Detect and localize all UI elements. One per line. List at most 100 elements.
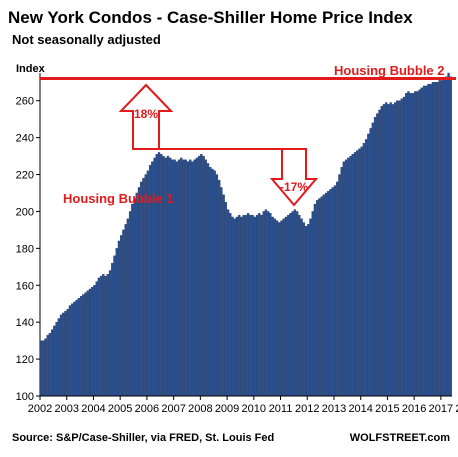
bar (304, 226, 308, 397)
y-tick-label: 160 (16, 280, 34, 292)
bar (364, 139, 368, 397)
bar (333, 185, 337, 397)
y-axis: 100 120 140 160 180 200 220 240 260 (16, 73, 41, 403)
bar (157, 152, 161, 397)
bar (48, 333, 52, 397)
bar (320, 196, 323, 397)
bar (360, 146, 363, 397)
down-arrow (269, 148, 319, 207)
bar (449, 76, 452, 397)
bar (122, 229, 125, 397)
bar (356, 150, 359, 397)
bar (93, 285, 96, 397)
bar (382, 104, 386, 397)
bar (271, 216, 274, 397)
bar (218, 179, 221, 397)
bar (204, 159, 207, 397)
bar (173, 159, 176, 397)
bar (311, 211, 314, 397)
bar (278, 222, 281, 397)
x-tick-label: 2006 (135, 403, 159, 415)
bar (336, 181, 339, 397)
bar-series (39, 72, 452, 397)
bar (287, 214, 290, 397)
bar (440, 80, 444, 397)
bar (131, 203, 134, 397)
bar (82, 294, 85, 397)
bar (362, 142, 366, 397)
bar (224, 202, 227, 397)
bar (244, 214, 248, 397)
bar (64, 310, 67, 397)
bar (62, 312, 65, 397)
bar (249, 214, 252, 397)
bar (59, 314, 63, 397)
bar (50, 329, 54, 397)
bar (251, 214, 254, 397)
bar (344, 159, 348, 397)
bar (331, 187, 334, 397)
bar (220, 187, 223, 397)
bar (226, 209, 230, 397)
bar (434, 82, 437, 397)
y-tick-label: 220 (16, 170, 34, 182)
bar (258, 213, 261, 397)
x-tick-label: 2013 (322, 403, 346, 415)
bar (253, 216, 256, 397)
bar (309, 218, 312, 397)
bar (429, 83, 432, 397)
bar (298, 214, 301, 397)
bar (267, 211, 270, 397)
annotation-housing-bubble-2: Housing Bubble 2 (334, 63, 445, 78)
y-tick-label: 200 (16, 206, 34, 218)
bar (55, 322, 58, 397)
bar (318, 198, 321, 397)
bar (209, 166, 212, 397)
bar (380, 106, 383, 397)
bar (353, 152, 357, 397)
bar (427, 83, 430, 397)
bar (391, 104, 395, 397)
bar (108, 270, 112, 397)
bar (206, 163, 210, 397)
bar (351, 154, 354, 397)
bar (420, 87, 423, 397)
bar (113, 255, 116, 397)
bar (42, 340, 45, 397)
bar (79, 296, 83, 397)
bar (177, 159, 181, 397)
bar (389, 102, 392, 397)
bar (102, 274, 105, 397)
bar (229, 213, 232, 397)
bar (235, 216, 239, 397)
bar (324, 192, 328, 397)
bar (68, 305, 72, 397)
bar (398, 100, 401, 397)
bar (418, 89, 421, 397)
bar (128, 211, 132, 397)
bar (280, 220, 283, 397)
bar (295, 211, 299, 397)
x-tick-label: 2008 (188, 403, 212, 415)
bar (329, 189, 332, 397)
bar (431, 82, 435, 397)
bar (400, 98, 403, 397)
bar (182, 159, 185, 397)
bar (373, 117, 377, 397)
bar (369, 128, 372, 397)
bar (193, 159, 196, 397)
y-tick-label: 180 (16, 243, 34, 255)
bar (104, 275, 107, 397)
bar (197, 155, 201, 397)
x-tick-label: 2017 (429, 403, 453, 415)
bar (75, 299, 78, 397)
bar (71, 303, 74, 397)
y-tick-label: 260 (16, 96, 34, 108)
x-tick-label: 2010 (242, 403, 266, 415)
x-tick-label: 2002 (28, 403, 52, 415)
bar (211, 168, 214, 397)
bar (342, 161, 346, 397)
x-tick-label: 2012 (295, 403, 319, 415)
bar (222, 194, 225, 397)
bar (396, 100, 399, 397)
